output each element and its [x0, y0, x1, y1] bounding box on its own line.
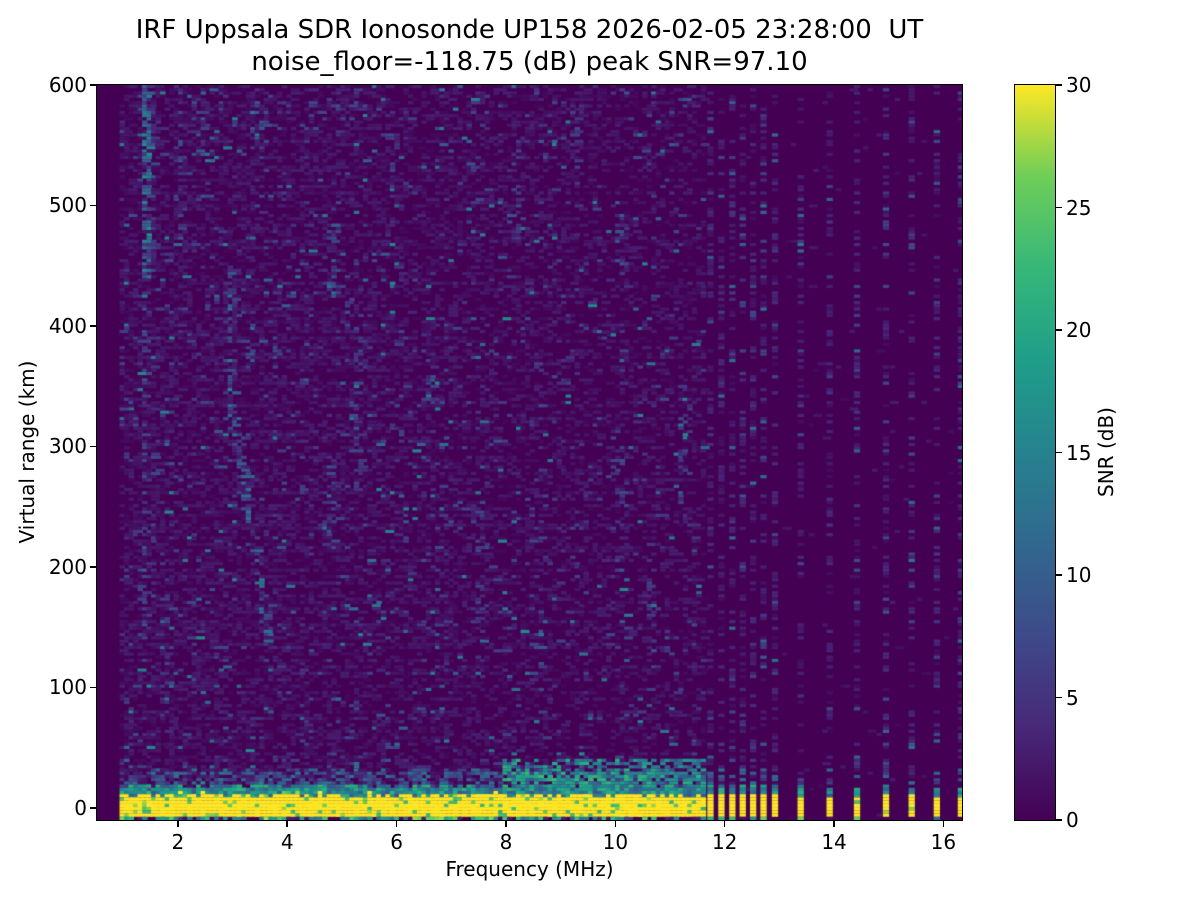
x-tick-label: 12 [711, 830, 738, 854]
colorbar-tick-label: 25 [1066, 195, 1092, 220]
x-tick-mark [723, 821, 726, 827]
colorbar-tick-label: 0 [1066, 808, 1079, 832]
y-tick-label: 0 [74, 795, 87, 820]
y-tick-mark [90, 325, 96, 327]
y-tick-label: 600 [48, 73, 87, 97]
colorbar-tick-label: 30 [1066, 73, 1092, 97]
colorbar [1015, 85, 1055, 820]
x-tick-mark [614, 821, 617, 827]
x-tick-label: 8 [499, 830, 513, 854]
colorbar-tick-mark [1056, 84, 1062, 86]
y-tick-label: 300 [48, 434, 87, 459]
colorbar-tick-label: 20 [1066, 318, 1092, 342]
ionogram-heatmap [97, 85, 962, 820]
y-tick-mark [90, 84, 96, 86]
x-tick-label: 4 [280, 830, 294, 854]
colorbar-tick-mark [1056, 819, 1062, 821]
y-axis-label: Virtual range (km) [15, 360, 39, 544]
x-tick-mark [286, 821, 289, 827]
x-tick-label: 10 [602, 830, 629, 854]
x-axis-label: Frequency (MHz) [445, 857, 614, 881]
y-tick-label: 500 [48, 193, 87, 218]
colorbar-tick-label: 10 [1066, 563, 1092, 587]
x-tick-label: 2 [171, 830, 185, 854]
y-tick-label: 200 [48, 554, 87, 579]
x-tick-label: 16 [930, 830, 957, 854]
x-tick-mark [177, 821, 179, 827]
colorbar-tick-mark [1056, 696, 1062, 699]
plot-subtitle: noise_floor=-118.75 (dB) peak SNR=97.10 [251, 47, 808, 77]
colorbar-tick-label: 15 [1066, 440, 1092, 465]
plot-title: IRF Uppsala SDR Ionosonde UP158 2026-02-… [135, 15, 924, 45]
y-tick-mark [90, 204, 96, 207]
x-tick-label: 6 [390, 830, 403, 854]
y-tick-mark [90, 445, 96, 448]
x-tick-mark [833, 821, 835, 827]
y-tick-mark [90, 807, 96, 809]
x-tick-mark [395, 821, 398, 827]
colorbar-label: SNR (dB) [1094, 407, 1118, 497]
colorbar-tick-mark [1056, 574, 1062, 576]
y-tick-label: 100 [48, 675, 87, 700]
y-tick-mark [90, 686, 96, 689]
x-tick-mark [942, 821, 945, 827]
x-tick-mark [505, 821, 507, 827]
colorbar-tick-mark [1056, 451, 1062, 454]
y-tick-label: 400 [48, 313, 87, 338]
colorbar-tick-mark [1056, 329, 1062, 331]
colorbar-tick-mark [1056, 206, 1062, 209]
x-tick-label: 14 [821, 830, 847, 854]
colorbar-tick-label: 5 [1066, 685, 1079, 710]
y-tick-mark [90, 566, 96, 568]
